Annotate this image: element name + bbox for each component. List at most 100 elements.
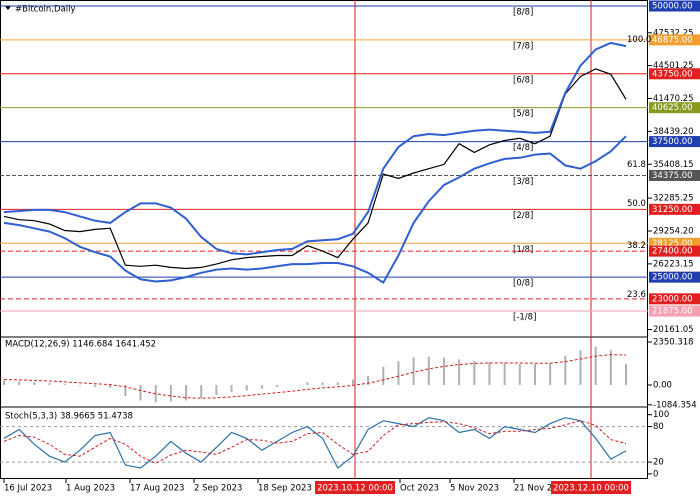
macd-bar	[48, 383, 51, 385]
macd-bar	[503, 363, 506, 385]
date-box	[551, 481, 631, 494]
fib-label: 23.6	[627, 290, 646, 300]
band-line	[3, 41, 627, 256]
price-box	[649, 169, 700, 181]
price-box-label: 40625.00	[652, 103, 693, 113]
date-label: 2023.10.12 00:00	[317, 484, 393, 494]
stoch-signal	[3, 420, 627, 464]
macd-bar	[215, 384, 218, 396]
macd-bar	[518, 363, 521, 385]
macd-bar	[321, 382, 324, 385]
fib-label: 38.2	[627, 241, 646, 251]
price-box	[649, 136, 700, 148]
y-tick-label: 80	[653, 422, 664, 432]
macd-bar	[18, 381, 21, 385]
y-tick-label: 32285.25	[653, 194, 694, 204]
macd-bar	[625, 364, 627, 385]
y-tick-label: 47532.25	[653, 28, 694, 38]
murray-label: [2/8]	[513, 211, 533, 221]
macd-bar	[488, 362, 491, 385]
murray-label: [6/8]	[513, 75, 533, 85]
macd-title: MACD(12,26,9) 1146.684 1641.452	[5, 340, 156, 350]
y-tick-label: 44501.25	[653, 61, 694, 71]
y-tick-label: 35408.15	[653, 160, 694, 170]
x-tick-label: 2 Sep 2023	[194, 484, 242, 494]
price-box	[649, 68, 700, 80]
price-box	[649, 34, 700, 46]
macd-bar	[549, 363, 552, 385]
price-box-label: 50000.00	[652, 1, 693, 11]
stoch-title: Stoch(5,3,3) 38.9665 51.4738	[5, 412, 133, 422]
macd-bar	[3, 380, 5, 385]
price-box-label: 28125.00	[652, 239, 693, 249]
chart-title: #Bitcoin,Daily	[15, 5, 75, 15]
y-tick-label: 41470.25	[653, 94, 694, 104]
macd-bar	[245, 384, 248, 391]
price-box	[649, 102, 700, 114]
date-label: 2023.12.10 00:00	[553, 484, 629, 494]
macd-bar	[63, 384, 66, 385]
price-box-label: 21875.00	[652, 307, 693, 317]
frame	[0, 0, 648, 479]
macd-bar	[351, 379, 354, 385]
y-tick-label: 20161.05	[653, 325, 694, 335]
macd-bar	[169, 384, 172, 402]
price-box-label: 31250.00	[652, 205, 693, 215]
macd-bar	[109, 384, 112, 388]
macd-bar	[442, 357, 445, 385]
macd-bar	[427, 356, 430, 385]
y-tick-label: 29254.20	[653, 227, 694, 237]
macd-bar	[564, 355, 567, 385]
macd-bar	[609, 350, 612, 385]
fib-label: 50.0	[627, 199, 646, 209]
macd-signal	[3, 354, 627, 399]
x-tick-label: 16 Jul 2023	[4, 484, 52, 494]
price-box	[649, 245, 700, 257]
x-tick-label: 17 Aug 2023	[130, 484, 184, 494]
macd-bar	[306, 382, 309, 385]
price-box-label: 27400.00	[652, 247, 693, 257]
y-tick-label: 0	[653, 469, 658, 479]
x-tick-label: 1 Aug 2023	[66, 484, 115, 494]
price-box	[649, 0, 700, 12]
y-tick-label: 0.00	[653, 380, 672, 390]
price-box-label: 37500.00	[652, 137, 693, 147]
y-tick-label: 100	[653, 410, 669, 420]
title-arrow	[5, 6, 11, 10]
macd-bar	[33, 382, 36, 385]
macd-bar	[185, 384, 188, 401]
macd-bar	[139, 384, 142, 401]
price-box	[649, 203, 700, 215]
y-tick-label: 20	[653, 458, 664, 468]
y-tick-label: 26223.15	[653, 259, 694, 269]
macd-bar	[336, 382, 339, 385]
murray-label: [1/8]	[513, 245, 533, 255]
murray-label: [0/8]	[513, 279, 533, 289]
macd-bar	[94, 384, 97, 387]
price-box	[649, 293, 700, 305]
price-box-label: 34375.00	[652, 171, 693, 181]
murray-label: [4/8]	[513, 143, 533, 153]
price-box-label: 23000.00	[652, 294, 693, 304]
murray-label: [3/8]	[513, 177, 533, 187]
murray-label: [5/8]	[513, 109, 533, 119]
macd-bar	[412, 357, 415, 385]
y-tick-label: 38439.20	[653, 127, 694, 137]
macd-bar	[594, 346, 597, 385]
x-tick-label: 18 Sep 2023	[258, 484, 312, 494]
x-tick-label: 21 Nov 2023	[514, 484, 568, 494]
price-box	[649, 237, 700, 249]
band-line	[3, 135, 627, 285]
stoch-main	[3, 417, 627, 469]
murray-label: [8/8]	[513, 7, 533, 17]
macd-bar	[579, 350, 582, 385]
macd-bar	[473, 361, 476, 385]
macd-bar	[200, 384, 203, 398]
price-line	[3, 68, 627, 270]
price-box-label: 43750.00	[652, 69, 693, 79]
y-tick-label: -1084.354	[653, 400, 697, 410]
price-box	[649, 305, 700, 317]
macd-bar	[276, 384, 279, 387]
price-box-label: 25000.00	[652, 273, 693, 283]
